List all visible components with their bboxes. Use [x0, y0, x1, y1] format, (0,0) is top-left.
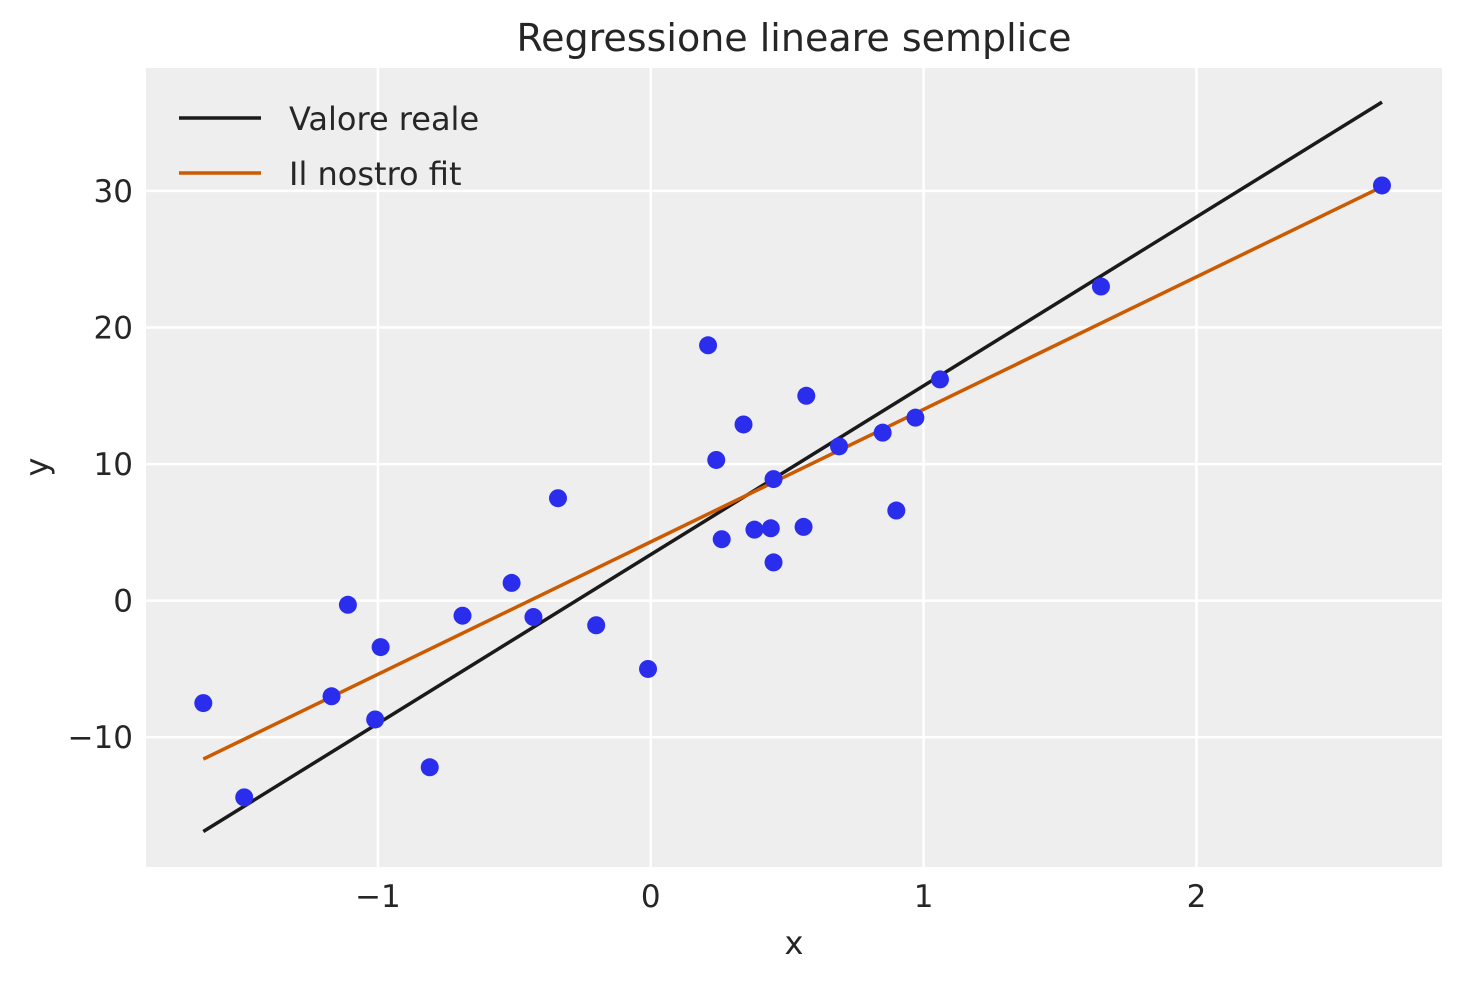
scatter-point	[761, 519, 780, 538]
y-tick-label: 30	[94, 174, 133, 210]
scatter-point	[887, 501, 906, 520]
x-tick-label: −1	[355, 879, 401, 915]
scatter-point	[1091, 277, 1110, 296]
chart-title: Regressione lineare semplice	[516, 16, 1071, 60]
scatter-point	[707, 450, 726, 469]
scatter-point	[548, 489, 567, 508]
legend: Valore reale Il nostro fit	[179, 100, 479, 193]
scatter-point	[830, 437, 849, 456]
x-tick-label: 0	[641, 879, 661, 915]
legend-label-il-nostro-fit: Il nostro fit	[289, 155, 461, 193]
scatter-point	[873, 423, 892, 442]
series-lines	[202, 100, 1383, 833]
scatter-point	[235, 788, 254, 807]
scatter-point	[524, 608, 543, 627]
x-tick-label: 1	[914, 879, 934, 915]
legend-label-valore-reale: Valore reale	[289, 100, 479, 138]
scatter-point	[906, 408, 925, 427]
scatter-point	[699, 336, 718, 355]
scatter-point	[322, 687, 341, 706]
scatter-point	[420, 758, 439, 777]
scatter-point	[502, 573, 521, 592]
y-tick-label: −10	[68, 720, 133, 756]
scatter-point	[712, 530, 731, 549]
scatter-point	[930, 370, 949, 389]
y-axis-label: y	[18, 458, 56, 477]
x-tick-labels: −1 0 1 2	[355, 879, 1206, 915]
scatter-point	[371, 638, 390, 657]
scatter-point	[797, 386, 816, 405]
scatter-point	[764, 470, 783, 489]
scatter-point	[745, 520, 764, 539]
x-axis-label: x	[785, 924, 804, 962]
scatter-point	[639, 659, 658, 678]
scatter-point	[453, 606, 472, 625]
y-tick-labels: −10 0 10 20 30	[68, 174, 133, 756]
scatter-points	[194, 176, 1391, 807]
x-tick-label: 2	[1187, 879, 1207, 915]
scatter-point	[1372, 176, 1391, 195]
scatter-point	[194, 694, 213, 713]
y-tick-label: 20	[94, 311, 133, 347]
scatter-point	[587, 616, 606, 635]
series-line-1	[202, 185, 1383, 761]
grid	[146, 68, 1442, 867]
series-line-0	[202, 100, 1383, 833]
scatter-point	[764, 553, 783, 572]
scatter-point	[366, 710, 385, 729]
scatter-point	[338, 595, 357, 614]
y-tick-label: 10	[94, 447, 133, 483]
scatter-point	[794, 517, 813, 536]
scatter-point	[734, 415, 753, 434]
y-tick-label: 0	[113, 584, 133, 620]
